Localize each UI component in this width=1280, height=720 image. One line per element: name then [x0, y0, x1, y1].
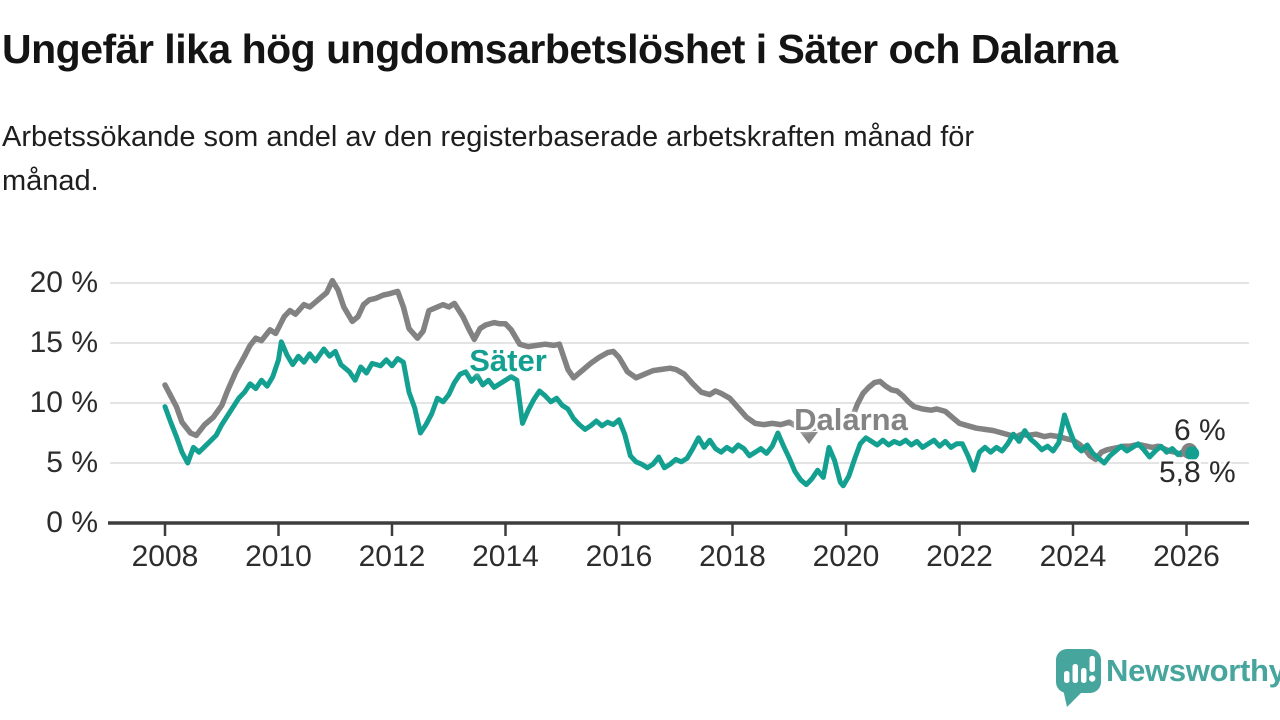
chart-subtitle-line-2: månad.	[2, 165, 99, 197]
end-value-label-sater: 5,8 %	[1159, 456, 1236, 489]
y-tick-label: 15 %	[29, 326, 98, 359]
x-tick-label: 2022	[926, 540, 993, 573]
series-label-sater: Säter	[469, 343, 547, 378]
x-tick-label: 2012	[358, 540, 426, 573]
y-tick-label: 10 %	[29, 386, 98, 419]
x-tick-label: 2024	[1039, 540, 1107, 573]
x-tick-label: 2020	[812, 540, 880, 573]
x-tick-label: 2010	[245, 540, 312, 573]
x-tick-label: 2026	[1153, 540, 1220, 573]
chart-subtitle-line-1: Arbetssökande som andel av den registerb…	[2, 121, 975, 153]
newsworthy-logo-text: Newsworthy	[1106, 653, 1280, 688]
newsworthy-logo-icon	[1056, 649, 1101, 707]
series-label-dalarna: Dalarna	[794, 402, 908, 437]
page-title: Ungefär lika hög ungdomsarbetslöshet i S…	[2, 26, 1118, 72]
x-tick-label: 2008	[131, 540, 199, 573]
x-tick-label: 2016	[585, 540, 653, 573]
y-tick-label: 0 %	[46, 506, 98, 539]
x-tick-label: 2018	[699, 540, 766, 573]
y-tick-label: 5 %	[46, 446, 98, 479]
x-tick-label: 2014	[472, 540, 539, 573]
end-value-label-dalarna: 6 %	[1174, 414, 1226, 447]
y-tick-label: 20 %	[29, 266, 98, 299]
